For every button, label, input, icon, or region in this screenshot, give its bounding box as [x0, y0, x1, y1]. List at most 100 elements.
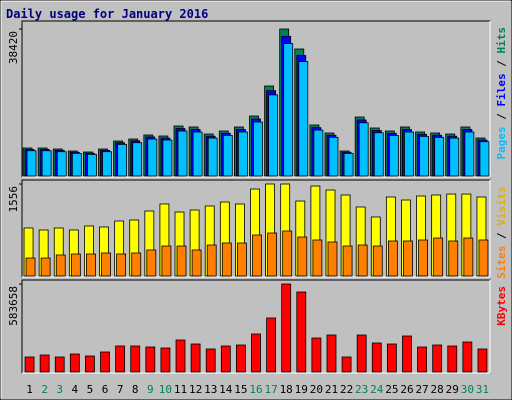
- bar: [447, 345, 458, 373]
- bar: [251, 333, 261, 373]
- bar: [297, 236, 308, 277]
- bar: [131, 252, 142, 277]
- bar: [175, 339, 186, 373]
- bar: [282, 230, 293, 277]
- bar: [298, 61, 309, 177]
- bar: [41, 150, 52, 177]
- x-tick-label: 24: [370, 383, 384, 396]
- bar: [207, 137, 218, 177]
- y-tick-label: 1556: [7, 186, 20, 213]
- legend-entry: Hits: [495, 27, 508, 54]
- bar: [205, 348, 216, 373]
- bar: [479, 141, 490, 177]
- x-tick-label: 14: [219, 383, 233, 396]
- bar: [296, 291, 307, 373]
- bar: [432, 344, 443, 373]
- bar: [356, 334, 367, 373]
- bar: [146, 249, 157, 277]
- bar: [462, 341, 473, 373]
- x-tick-label: 1: [26, 383, 33, 396]
- bar: [162, 139, 173, 177]
- bar: [56, 151, 67, 177]
- legend-entry: Visits: [495, 186, 508, 226]
- bar: [464, 131, 475, 177]
- x-tick-label: 3: [56, 383, 63, 396]
- bar: [252, 234, 262, 277]
- bar: [373, 132, 384, 177]
- bar: [39, 354, 50, 373]
- bar: [86, 253, 96, 277]
- bar: [463, 237, 474, 277]
- bar: [253, 121, 263, 177]
- x-tick-label: 21: [325, 383, 338, 396]
- bar: [371, 342, 382, 373]
- bar: [312, 239, 323, 277]
- bar: [132, 142, 143, 177]
- x-tick-label: 9: [147, 383, 154, 396]
- bar: [147, 138, 158, 177]
- x-tick-label: 13: [204, 383, 217, 396]
- bar: [70, 253, 81, 277]
- bar: [418, 239, 428, 277]
- bar: [237, 242, 247, 277]
- x-tick-label: 22: [340, 383, 353, 396]
- y-tick-label: 583658: [7, 286, 20, 326]
- bar: [268, 94, 278, 177]
- bar: [24, 356, 35, 373]
- bar: [386, 343, 397, 373]
- bar: [71, 153, 82, 177]
- legend-entry: Sites: [495, 246, 508, 279]
- bar: [40, 257, 51, 277]
- legend-entry: Pages: [495, 126, 508, 159]
- bar: [222, 135, 233, 177]
- chart-title: Daily usage for January 2016: [6, 7, 208, 21]
- bar: [417, 346, 427, 373]
- bar: [55, 254, 66, 277]
- x-tick-label: 8: [132, 383, 139, 396]
- bar: [221, 242, 232, 277]
- bar: [357, 244, 368, 277]
- bar: [100, 351, 110, 373]
- bar: [311, 337, 322, 373]
- x-tick-label: 10: [159, 383, 172, 396]
- bar: [160, 347, 171, 373]
- x-tick-label: 4: [72, 383, 79, 396]
- bar: [191, 249, 202, 277]
- bar: [87, 153, 97, 177]
- x-tick-label: 6: [102, 383, 109, 396]
- bar: [26, 150, 37, 177]
- bar: [206, 244, 217, 277]
- x-tick-label: 12: [189, 383, 202, 396]
- x-tick-label: 31: [476, 383, 489, 396]
- bar: [327, 241, 338, 277]
- bar: [25, 257, 36, 277]
- bar: [101, 252, 111, 277]
- bar: [341, 356, 352, 373]
- bar: [419, 135, 429, 177]
- y-tick-label: 38420: [7, 31, 20, 64]
- legend-separator: /: [495, 226, 508, 246]
- bar: [434, 136, 445, 177]
- bar: [403, 240, 413, 277]
- x-tick-label: 19: [295, 383, 308, 396]
- legend: Pages / Files / Hits: [495, 27, 508, 160]
- bar: [402, 335, 412, 373]
- x-tick-label: 25: [385, 383, 398, 396]
- x-tick-label: 7: [117, 383, 124, 396]
- bar: [433, 237, 444, 277]
- bar: [236, 344, 246, 373]
- bar: [130, 345, 141, 373]
- bar: [102, 151, 112, 177]
- legend-separator: /: [495, 107, 508, 127]
- bar: [267, 232, 277, 277]
- x-tick-label: 16: [249, 383, 262, 396]
- x-tick-label: 28: [431, 383, 444, 396]
- bar: [145, 346, 156, 373]
- bar: [448, 240, 459, 277]
- bar: [313, 129, 324, 177]
- x-tick-label: 2: [41, 383, 48, 396]
- bar: [478, 239, 489, 277]
- bar: [358, 122, 369, 177]
- bar: [404, 131, 414, 177]
